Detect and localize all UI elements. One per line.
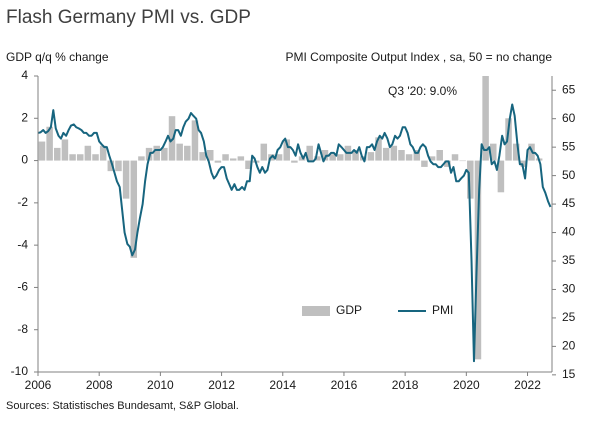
bar (375, 137, 382, 161)
bar (436, 150, 443, 161)
bar (237, 156, 245, 161)
bar (38, 141, 46, 161)
bar (260, 143, 268, 161)
bar (520, 160, 528, 167)
bar (275, 154, 283, 161)
bar (245, 160, 252, 170)
y-tick-label: 4 (21, 68, 28, 82)
bar (329, 154, 336, 161)
bar (352, 150, 359, 161)
bar (291, 160, 298, 163)
y2-tick-label: 60 (562, 111, 576, 125)
x-tick-label: 2014 (269, 378, 296, 392)
bar (405, 154, 413, 161)
y2-tick-label: 40 (562, 225, 576, 239)
line-layer (37, 103, 552, 363)
axes: -10 -8 -6 -4 -2 0 2 4 15 20 25 30 35 40 45 50 55 60 65 2006… (11, 68, 576, 392)
bar (107, 160, 115, 172)
bar (168, 116, 176, 161)
bar (130, 160, 138, 258)
bar (428, 156, 436, 161)
x-tick-label: 2006 (25, 378, 52, 392)
bar (474, 160, 482, 360)
legend-label: GDP (336, 303, 362, 317)
bar (76, 154, 84, 161)
source: Sources: Statistisches Bundesamt, S&P Gl… (6, 400, 239, 412)
y2-tick-label: 55 (562, 139, 576, 153)
bar (482, 76, 489, 161)
bar (222, 154, 229, 161)
bar (99, 145, 107, 161)
y-tick-label: -6 (17, 280, 28, 294)
y2-tick-label: 30 (562, 282, 576, 296)
bar (115, 160, 122, 172)
bar (184, 145, 191, 161)
bar (122, 160, 130, 199)
bar (314, 156, 321, 161)
y-tick-label: -4 (17, 237, 28, 251)
bar (497, 160, 505, 193)
legend-swatch (302, 306, 330, 316)
y2-tick-label: 20 (562, 339, 576, 353)
y-tick-label: 2 (21, 110, 28, 124)
bar (153, 145, 160, 161)
bar (505, 118, 512, 161)
bar (337, 154, 344, 161)
bar (459, 160, 466, 162)
line (37, 103, 552, 363)
x-tick-label: 2020 (453, 378, 480, 392)
bar (92, 154, 99, 161)
bar (54, 147, 61, 161)
bar (306, 145, 313, 161)
legend-label: PMI (432, 303, 453, 317)
bar (390, 145, 398, 161)
bar (451, 154, 459, 161)
bar (512, 143, 520, 161)
bar (214, 160, 222, 163)
bar (207, 150, 214, 161)
y2-tick-label: 50 (562, 168, 576, 182)
bar (138, 156, 145, 161)
y-tick-label: -10 (11, 364, 29, 378)
bar (283, 139, 290, 161)
bar (46, 126, 53, 161)
bar (199, 152, 206, 161)
y2-tick-label: 65 (562, 82, 576, 96)
bar (161, 147, 168, 161)
y2-tick-label: 25 (562, 310, 576, 324)
bar (298, 156, 306, 161)
bar (467, 160, 474, 199)
x-tick-label: 2008 (86, 378, 113, 392)
bar (398, 150, 405, 161)
bar (367, 152, 375, 161)
x-tick-label: 2012 (208, 378, 235, 392)
y-tick-label: -8 (17, 322, 28, 336)
bar (61, 139, 69, 161)
x-tick-label: 2018 (392, 378, 419, 392)
annotation: Q3 '20: 9.0% (388, 84, 457, 98)
bar (382, 147, 390, 161)
y-axis-label: GDP q/q % change (6, 50, 109, 64)
y2-axis-label: PMI Composite Output Index , sa, 50 = no… (286, 50, 553, 64)
x-tick-label: 2022 (514, 378, 541, 392)
y2-tick-label: 15 (562, 367, 576, 381)
bar (444, 160, 451, 167)
y-tick-label: -2 (17, 195, 28, 209)
bar (421, 160, 428, 167)
chart-title: Flash Germany PMI vs. GDP (6, 7, 251, 28)
bar (413, 150, 421, 161)
bar (69, 154, 76, 161)
x-tick-label: 2016 (331, 378, 358, 392)
bar (176, 143, 183, 161)
y-tick-label: 0 (21, 153, 28, 167)
y2-tick-label: 35 (562, 253, 576, 267)
bar (490, 143, 497, 161)
bar (321, 150, 329, 161)
x-tick-label: 2010 (147, 378, 174, 392)
bar (229, 158, 237, 161)
bar (191, 120, 199, 161)
y2-tick-label: 45 (562, 196, 576, 210)
bar (84, 145, 92, 161)
